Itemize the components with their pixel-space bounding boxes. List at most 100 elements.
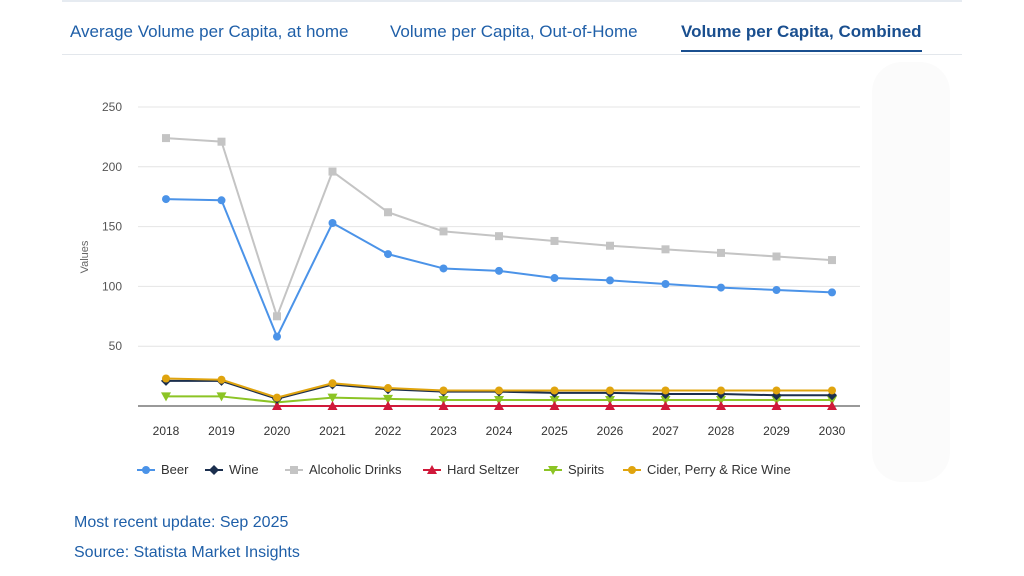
data-point-beer	[606, 276, 614, 285]
data-point-beer	[328, 219, 337, 228]
y-tick-label: 50	[109, 339, 123, 353]
x-tick-label: 2024	[486, 424, 513, 438]
data-point-spirits	[494, 396, 504, 406]
data-point-alcoholic-drinks	[162, 134, 170, 143]
data-point-hard-seltzer	[272, 401, 282, 410]
data-point-spirits	[660, 396, 671, 406]
legend-label: Beer	[161, 462, 189, 477]
data-point-alcoholic-drinks	[384, 208, 392, 217]
x-tick-label: 2020	[264, 424, 291, 438]
legend-marker-icon	[423, 464, 441, 474]
legend-label: Alcoholic Drinks	[309, 462, 402, 477]
data-point-cider-perry-rice-wine	[661, 386, 670, 395]
legend-marker-icon	[285, 465, 303, 474]
data-point-hard-seltzer	[383, 401, 393, 410]
tab-out-of-home[interactable]: Volume per Capita, Out-of-Home	[390, 22, 638, 41]
update-note: Most recent update: Sep 2025	[74, 514, 289, 531]
legend-item-hard-seltzer[interactable]: Hard Seltzer	[423, 462, 519, 477]
data-point-cider-perry-rice-wine	[606, 386, 614, 395]
data-point-alcoholic-drinks	[495, 232, 503, 241]
y-tick-label: 200	[102, 160, 122, 174]
data-point-cider-perry-rice-wine	[439, 386, 448, 395]
data-point-beer	[717, 283, 725, 292]
y-tick-label: 250	[102, 100, 122, 114]
data-point-cider-perry-rice-wine	[384, 384, 392, 393]
data-point-beer	[772, 285, 781, 294]
series-line-alcoholic-drinks	[165, 137, 833, 318]
legend-marker-icon	[205, 464, 223, 475]
data-point-alcoholic-drinks	[606, 241, 614, 250]
tab-combined[interactable]: Volume per Capita, Combined	[681, 22, 922, 52]
data-point-cider-perry-rice-wine	[717, 386, 725, 395]
tab-bar: Average Volume per Capita, at home Volum…	[62, 14, 962, 55]
legend-label: Hard Seltzer	[447, 462, 520, 477]
x-tick-label: 2019	[208, 424, 235, 438]
faded-overlay	[872, 62, 950, 482]
data-point-hard-seltzer	[605, 401, 615, 410]
data-point-alcoholic-drinks	[717, 248, 725, 257]
data-point-alcoholic-drinks	[328, 167, 337, 176]
data-point-alcoholic-drinks	[828, 256, 836, 265]
data-point-alcoholic-drinks	[273, 312, 281, 321]
data-point-beer	[162, 195, 170, 204]
data-point-alcoholic-drinks	[439, 227, 448, 236]
line-chart: 50 100 150 200 250 2018 2019 2020 2021 2022 2023 20…	[79, 100, 860, 438]
y-tick-label: 100	[102, 279, 122, 293]
data-point-cider-perry-rice-wine	[217, 375, 226, 384]
data-point-spirits	[161, 392, 171, 402]
data-point-spirits	[549, 396, 560, 406]
data-point-hard-seltzer	[438, 401, 449, 410]
data-point-spirits	[827, 396, 837, 406]
data-point-spirits	[216, 392, 227, 402]
data-point-spirits	[716, 396, 726, 406]
x-tick-label: 2026	[597, 424, 624, 438]
x-tick-label: 2030	[819, 424, 846, 438]
data-point-hard-seltzer	[660, 401, 671, 410]
data-point-alcoholic-drinks	[550, 236, 559, 245]
data-point-cider-perry-rice-wine	[162, 374, 170, 383]
source-note: Source: Statista Market Insights	[74, 544, 300, 561]
data-point-beer	[217, 196, 226, 205]
top-divider	[62, 0, 962, 2]
data-point-hard-seltzer	[549, 401, 560, 410]
x-tick-label: 2029	[763, 424, 790, 438]
tab-at-home[interactable]: Average Volume per Capita, at home	[70, 22, 349, 41]
data-point-beer	[550, 274, 559, 283]
legend-label: Spirits	[568, 462, 605, 477]
data-point-cider-perry-rice-wine	[328, 379, 337, 388]
legend-label: Cider, Perry & Rice Wine	[647, 462, 791, 477]
y-axis-label: Values	[79, 240, 91, 273]
x-tick-label: 2027	[652, 424, 679, 438]
legend-marker-icon	[544, 465, 562, 475]
data-point-hard-seltzer	[827, 401, 837, 410]
data-point-cider-perry-rice-wine	[273, 393, 281, 402]
data-point-hard-seltzer	[771, 401, 782, 410]
data-point-cider-perry-rice-wine	[828, 386, 836, 395]
data-point-beer	[273, 332, 281, 341]
legend-marker-icon	[623, 465, 641, 474]
legend-item-beer[interactable]: Beer	[137, 462, 188, 477]
x-tick-label: 2018	[153, 424, 180, 438]
data-point-beer	[661, 280, 670, 289]
legend-item-wine[interactable]: Wine	[205, 462, 259, 477]
legend-item-spirits[interactable]: Spirits	[544, 462, 604, 477]
x-tick-label: 2023	[430, 424, 457, 438]
data-point-alcoholic-drinks	[661, 245, 670, 254]
x-tick-label: 2028	[708, 424, 735, 438]
data-point-beer	[828, 288, 836, 297]
data-point-spirits	[771, 396, 782, 406]
data-point-spirits	[383, 394, 393, 404]
legend-item-alcoholic-drinks[interactable]: Alcoholic Drinks	[285, 462, 401, 477]
data-point-alcoholic-drinks	[217, 137, 226, 146]
legend-item-cider-perry-rice-wine[interactable]: Cider, Perry & Rice Wine	[623, 462, 791, 477]
data-point-cider-perry-rice-wine	[772, 386, 781, 395]
data-point-hard-seltzer	[494, 401, 504, 410]
legend-label: Wine	[229, 462, 259, 477]
x-tick-label: 2022	[375, 424, 402, 438]
y-tick-label: 150	[102, 220, 122, 234]
data-point-hard-seltzer	[716, 401, 726, 410]
data-point-cider-perry-rice-wine	[550, 386, 559, 395]
data-point-alcoholic-drinks	[772, 252, 781, 261]
data-point-cider-perry-rice-wine	[495, 386, 503, 395]
data-point-hard-seltzer	[327, 401, 338, 410]
